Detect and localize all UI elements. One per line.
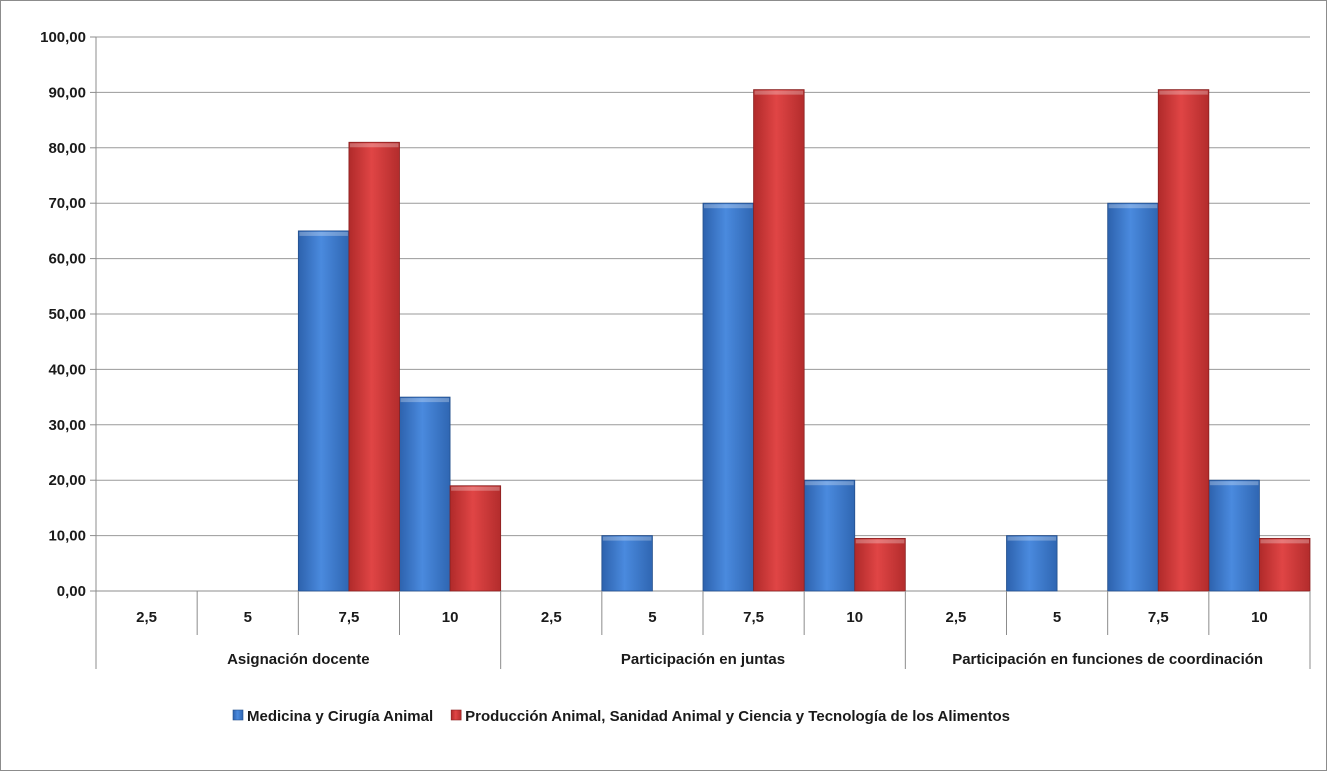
x-tick-label: 2,5 [945,609,966,626]
x-axis: 2,5 5 7,5 10 2,5 5 7,5 10 2,5 5 7,5 10 Asignación do… [95,591,1311,669]
bar-bevel [451,486,500,491]
legend-label: Producción Animal, Sanidad Animal y Cien… [465,708,1010,725]
bar-medicina [702,202,754,592]
bar-bevel [1108,204,1158,209]
y-tick-label: 100,00 [40,29,86,46]
bar-medicina [399,396,451,592]
bar-bevel [299,231,348,236]
bar-bevel [400,398,450,403]
bar-bevel [1007,536,1057,541]
group-label: Participación en funciones de coordinaci… [952,651,1263,668]
x-tick-label: 2,5 [136,609,157,626]
x-tick-label: 10 [442,609,459,626]
x-tick-label: 7,5 [338,609,359,626]
bar-bevel [602,536,652,541]
legend-swatch [232,709,244,721]
legend-label: Medicina y Cirugía Animal [247,708,433,725]
bars [297,89,1311,592]
bar-produccion [449,485,502,592]
bar-medicina [803,479,856,592]
legend-swatch [450,709,462,721]
group-label: Asignación docente [227,651,370,668]
y-tick-label: 90,00 [48,84,86,101]
x-tick-label: 2,5 [541,609,562,626]
bar-produccion [1259,537,1311,592]
bar-produccion [854,537,906,592]
bar-bevel [349,143,399,148]
x-tick-label: 7,5 [743,609,764,626]
x-tick-label: 5 [1053,609,1061,626]
x-tick-label: 5 [244,609,252,626]
bar-medicina [601,535,653,592]
x-tick-label: 10 [1251,609,1268,626]
x-tick-label: 10 [846,609,863,626]
bar-medicina [1006,535,1058,592]
y-tick-label: 20,00 [48,472,86,489]
bar-bevel [754,90,804,95]
y-tick-label: 40,00 [48,361,86,378]
y-tick-label: 60,00 [48,251,86,268]
bar-produccion [1157,89,1210,592]
group-label: Participación en juntas [621,651,785,668]
bar-bevel [805,481,854,486]
bar-medicina [1107,202,1159,592]
y-tick-label: 70,00 [48,195,86,212]
y-tick-label: 30,00 [48,417,86,434]
bar-medicina [297,230,350,592]
bar-bevel [704,204,753,209]
bar-produccion [348,141,400,592]
bar-produccion [753,89,805,592]
x-tick-label: 5 [648,609,656,626]
legend: Medicina y Cirugía Animal Producción Anim… [232,708,1010,725]
x-tick-label: 7,5 [1148,609,1169,626]
bar-bevel [1260,539,1309,544]
y-tick-label: 10,00 [48,528,86,545]
bar-bevel [1159,90,1208,95]
y-tick-label: 80,00 [48,140,86,157]
y-tick-label: 50,00 [48,306,86,323]
bar-medicina [1208,479,1260,592]
y-axis-ticks: 0,00 10,00 20,00 30,00 40,00 50,00 60,00 70,00 8… [40,29,86,600]
bar-bevel [1209,481,1259,486]
y-tick-label: 0,00 [57,583,86,600]
bar-bevel [855,539,905,544]
